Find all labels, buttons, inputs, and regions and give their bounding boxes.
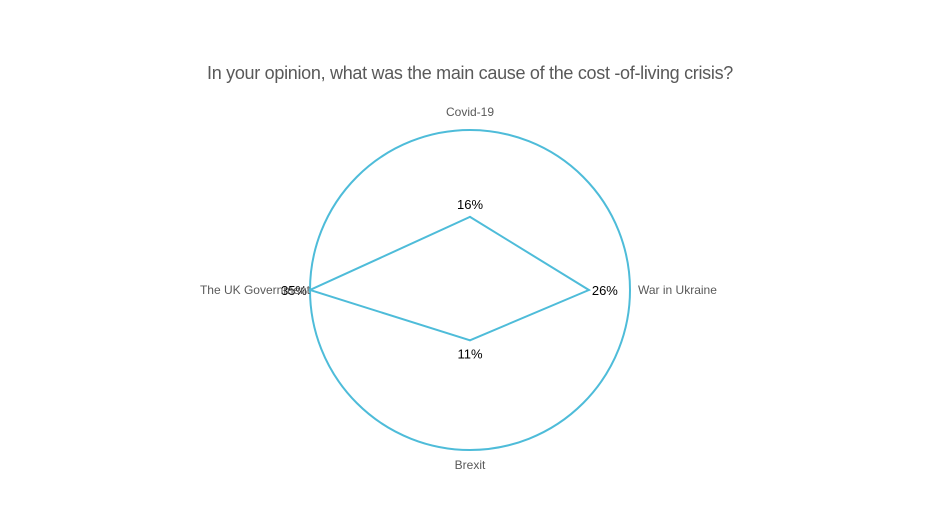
chart-title: In your opinion, what was the main cause… — [207, 63, 733, 83]
data-point-the-uk-government — [309, 289, 311, 291]
data-point-covid-19 — [469, 215, 471, 218]
data-point-war-in-ukraine — [587, 289, 590, 291]
radar-outer-circle — [309, 129, 631, 451]
category-label-war-in-ukraine: War in Ukraine — [638, 283, 717, 297]
data-label-war-in-ukraine: 26% — [592, 283, 618, 298]
chart-outline-layer — [309, 129, 631, 451]
series-line — [307, 215, 592, 342]
data-point-brexit — [469, 339, 471, 342]
category-label-the-uk-government: The UK Government — [200, 283, 311, 297]
category-label-brexit: Brexit — [455, 458, 486, 472]
labels-layer: 16% 26% 11% 35% Covid-19 War in Ukraine Brexit… — [200, 105, 717, 472]
category-label-covid-19: Covid-19 — [446, 105, 494, 119]
data-label-brexit: 11% — [457, 346, 482, 361]
data-label-the-uk-government: 35% — [281, 283, 307, 298]
data-label-covid-19: 16% — [457, 197, 483, 212]
series-layer — [307, 215, 592, 342]
